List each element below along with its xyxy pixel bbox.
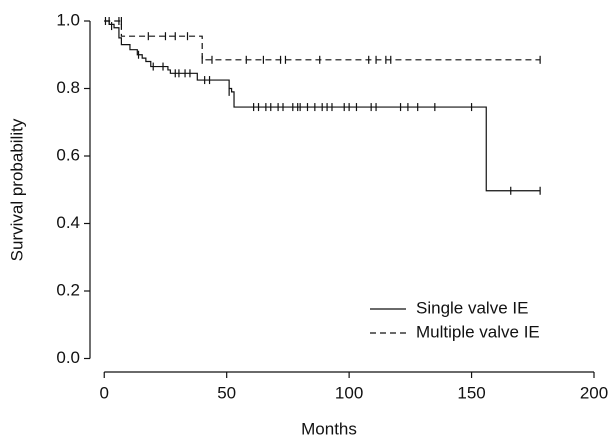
legend-label: Single valve IE [416,298,528,317]
y-tick-label: 0.2 [56,280,80,299]
x-tick-label: 50 [217,383,236,402]
y-tick-label: 0.6 [56,145,80,164]
y-tick-label: 1.0 [56,10,80,29]
legend-label: Multiple valve IE [416,322,540,341]
y-axis-label: Survival probability [7,118,26,261]
x-tick-label: 0 [100,383,109,402]
x-tick-label: 100 [335,383,363,402]
y-tick-label: 0.4 [56,213,80,232]
y-tick-label: 0.8 [56,78,80,97]
survival-line [104,20,541,61]
x-axis-label: Months [301,419,357,438]
y-tick-label: 0.0 [56,348,80,367]
survival-line [104,20,541,192]
x-tick-label: 200 [580,383,608,402]
x-tick-label: 150 [457,383,485,402]
